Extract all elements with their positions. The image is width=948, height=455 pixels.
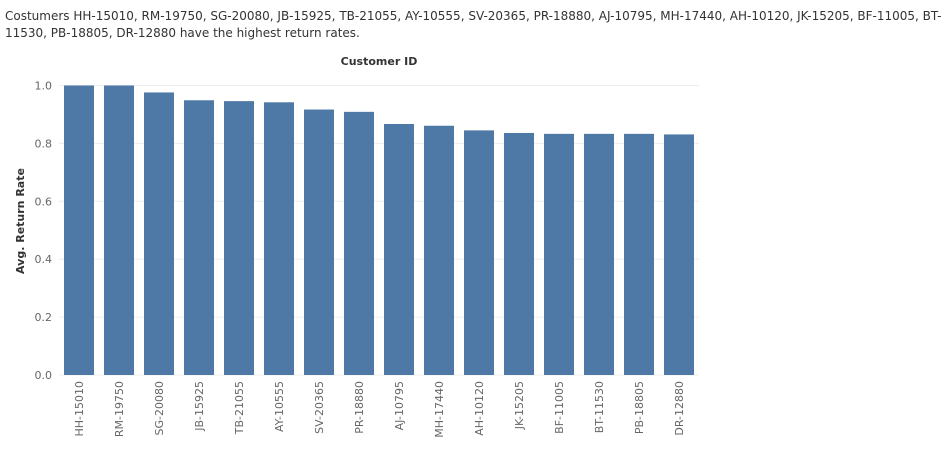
- x-tick-label: AH-10120: [473, 381, 486, 436]
- bar-ah-10120[interactable]: [464, 130, 494, 375]
- bar-bf-11005[interactable]: [544, 133, 574, 375]
- x-tick-label: SG-20080: [153, 381, 166, 435]
- x-tick-label: AY-10555: [273, 381, 286, 432]
- x-tick-label: JK-15205: [513, 381, 526, 430]
- bar-jb-15925[interactable]: [184, 100, 214, 376]
- y-axis-ticks: 0.0 0.2 0.4 0.6 0.8 1.0: [35, 80, 53, 383]
- x-tick-label: TB-21055: [233, 381, 246, 435]
- bar-ay-10555[interactable]: [264, 102, 294, 375]
- x-tick-label: BF-11005: [553, 381, 566, 434]
- x-tick-label: MH-17440: [433, 381, 446, 438]
- bar-aj-10795[interactable]: [384, 124, 414, 375]
- y-tick-label: 0.6: [35, 195, 53, 208]
- x-tick-label: JB-15925: [193, 381, 206, 432]
- y-tick-label: 0.2: [35, 311, 53, 324]
- bar-pb-18805[interactable]: [624, 133, 654, 375]
- x-tick-label: PB-18805: [633, 381, 646, 434]
- bar-dr-12880[interactable]: [664, 134, 694, 375]
- bars: [64, 85, 694, 376]
- bar-sv-20365[interactable]: [304, 109, 334, 375]
- y-tick-label: 0.0: [35, 369, 53, 382]
- chart-caption: Costumers HH-15010, RM-19750, SG-20080, …: [5, 9, 942, 40]
- bar-mh-17440[interactable]: [424, 125, 454, 375]
- y-tick-label: 0.8: [35, 137, 53, 150]
- bar-rm-19750[interactable]: [104, 85, 134, 376]
- bar-sg-20080[interactable]: [144, 92, 174, 375]
- x-axis-ticks: HH-15010 RM-19750 SG-20080 JB-15925 TB-21055…: [73, 381, 686, 438]
- x-tick-label: DR-12880: [673, 381, 686, 436]
- bar-hh-15010[interactable]: [64, 85, 94, 376]
- x-tick-label: RM-19750: [113, 381, 126, 437]
- x-tick-label: SV-20365: [313, 381, 326, 434]
- x-tick-label: PR-18880: [353, 381, 366, 434]
- x-tick-label: AJ-10795: [393, 381, 406, 430]
- bar-jk-15205[interactable]: [504, 132, 534, 375]
- bar-tb-21055[interactable]: [224, 101, 254, 376]
- bar-bt-11530[interactable]: [584, 133, 614, 375]
- y-tick-label: 0.4: [35, 253, 53, 266]
- y-axis-label: Avg. Return Rate: [14, 168, 27, 274]
- x-tick-label: BT-11530: [593, 381, 606, 433]
- x-tick-label: HH-15010: [73, 381, 86, 437]
- y-tick-label: 1.0: [35, 80, 53, 93]
- chart-title: Customer ID: [341, 55, 418, 68]
- bar-pr-18880[interactable]: [344, 111, 374, 376]
